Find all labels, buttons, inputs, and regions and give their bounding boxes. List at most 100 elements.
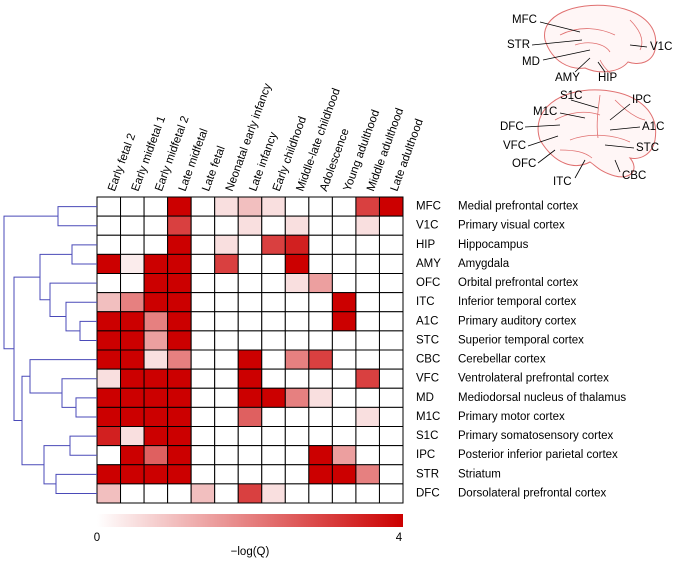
heatmap-cell [190,445,216,466]
y-tick-label: M1C [416,411,440,423]
heatmap-cell [214,253,239,274]
heatmap-cell [355,234,380,255]
heatmap-cell [261,234,286,255]
heatmap-cell [190,406,216,427]
row-name: Orbital prefrontal cortex [458,277,578,289]
heatmap-cell [167,368,192,389]
heatmap-cell [214,445,239,466]
heatmap-cell [261,273,286,294]
heatmap-cell [378,215,404,236]
heatmap-cell [214,234,239,255]
heatmap-cell [143,445,169,466]
heatmap-cell [331,330,357,351]
heatmap-cell [284,445,310,466]
heatmap-cell [284,215,310,236]
row-name: Superior temporal cortex [458,334,584,346]
heatmap-cell [284,292,310,313]
heatmap-cell [355,406,380,427]
heatmap-cell [190,273,216,294]
heatmap-cell [214,349,239,370]
heatmap-cell [378,387,404,408]
heatmap-cell [284,368,310,389]
heatmap-cell [237,464,263,485]
heatmap-cell [96,273,122,294]
brain-region-label: MFC [512,14,537,26]
heatmap-cell [284,330,310,351]
heatmap-cell [167,292,192,313]
heatmap-cell [190,387,216,408]
heatmap-cell [96,464,122,485]
heatmap-cell [378,445,404,466]
heatmap-cell [378,483,404,504]
heatmap-cell [190,311,216,332]
heatmap-cell [167,483,192,504]
heatmap-cell [167,426,192,447]
heatmap-cell [214,406,239,427]
heatmap-cell [308,349,333,370]
heatmap-cell [355,426,380,447]
heatmap-cell [355,253,380,274]
heatmap-cell [143,330,169,351]
heatmap-cell [96,368,122,389]
heatmap-cell [284,273,310,294]
heatmap-cell [378,464,404,485]
heatmap-cell [167,196,192,217]
heatmap-cell [167,330,192,351]
heatmap-cell [308,253,333,274]
colorbar [97,514,403,527]
y-tick-label: MFC [416,201,441,213]
heatmap-cell [190,368,216,389]
heatmap-cell [331,464,357,485]
heatmap-cell [190,292,216,313]
heatmap-cell [167,215,192,236]
heatmap-cell [143,253,169,274]
heatmap-cell [120,464,145,485]
heatmap-cell [308,292,333,313]
heatmap-cell [378,406,404,427]
heatmap-cell [237,330,263,351]
y-tick-label: CBC [416,354,440,366]
heatmap-cell [96,292,122,313]
heatmap-cell [214,464,239,485]
heatmap-cell [143,368,169,389]
heatmap-cell [143,349,169,370]
heatmap-cell [167,311,192,332]
y-tick-label: HIP [416,239,436,251]
y-tick-label: STC [416,334,439,346]
leader-lines [524,21,648,179]
heatmap-cell [237,426,263,447]
y-tick-label: IPC [416,449,435,461]
heatmap-cell [378,292,404,313]
brain-region-label: V1C [650,41,672,53]
heatmap-cell [96,387,122,408]
dendrogram [3,206,97,494]
heatmap-cell [331,406,357,427]
colorbar-tick-label: 4 [396,532,403,544]
heatmap-cell [261,330,286,351]
heatmap-cell [167,406,192,427]
heatmap-cell [120,349,145,370]
heatmap-cell [331,445,357,466]
brain-region-label: VFC [503,140,526,152]
row-name: Inferior temporal cortex [458,296,576,308]
heatmap-cell [143,292,169,313]
y-tick-label: S1C [416,430,438,442]
heatmap-cell [378,330,404,351]
heatmap-cell [120,406,145,427]
heatmap-cell [261,349,286,370]
heatmap-cell [355,330,380,351]
brain-region-label: HIP [598,72,618,84]
row-name: Primary auditory cortex [458,315,576,327]
heatmap-cell [143,215,169,236]
heatmap-cell [355,387,380,408]
y-tick-label: MD [416,392,434,404]
heatmap-cell [190,464,216,485]
heatmap-cell [355,196,380,217]
heatmap-cell [308,387,333,408]
heatmap-cell [355,483,380,504]
brain-region-label: STR [507,39,530,51]
heatmap-cell [331,215,357,236]
heatmap-cell [284,234,310,255]
heatmap-cell [284,253,310,274]
